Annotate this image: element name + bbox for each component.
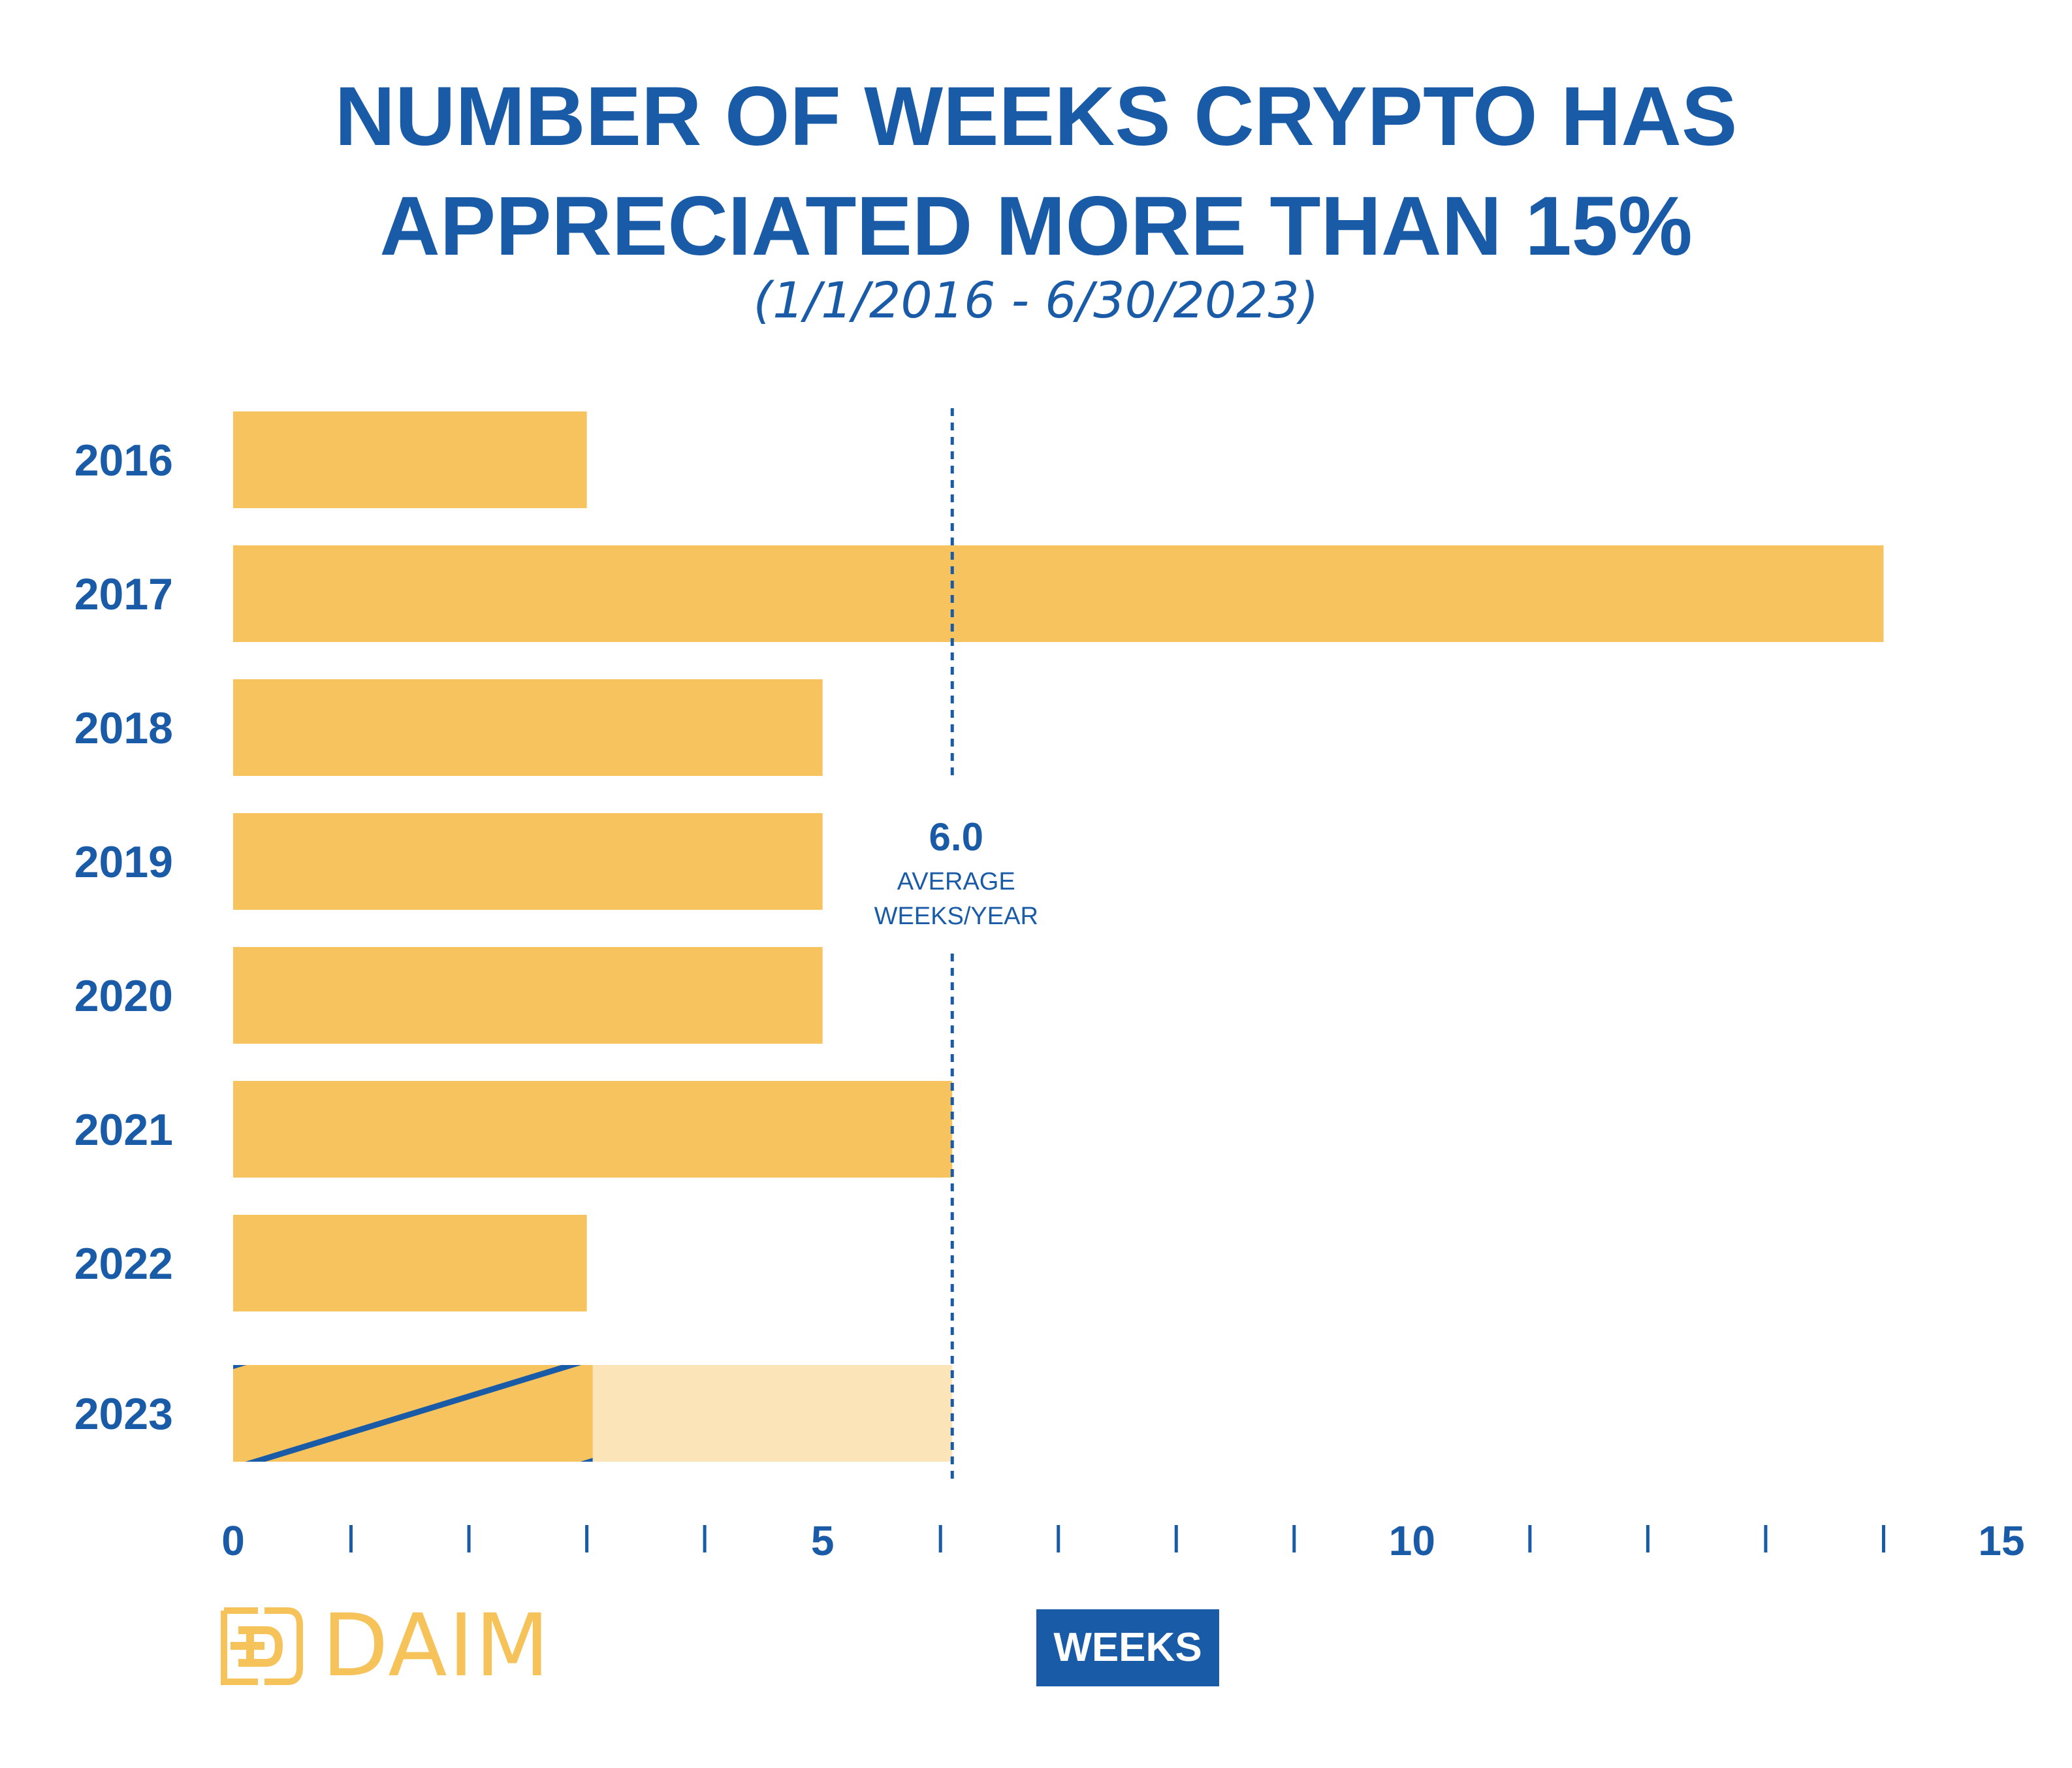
bar-2022 <box>233 1215 587 1311</box>
bar-2017 <box>233 545 1884 642</box>
x-tick-label-10: 10 <box>1389 1517 1435 1564</box>
bar-2019 <box>233 813 823 910</box>
x-axis-label: WEEKS <box>1036 1609 1219 1686</box>
average-label-line1: AVERAGE <box>897 868 1015 895</box>
category-label-2018: 2018 <box>74 703 173 753</box>
category-label-2019: 2019 <box>74 837 173 887</box>
chart-title-line1: NUMBER OF WEEKS CRYPTO HAS <box>334 70 1738 163</box>
chart-title-line2: APPRECIATED MORE THAN 15% <box>379 180 1693 273</box>
bar-2023 <box>233 1365 593 1462</box>
bar-2020 <box>233 947 823 1044</box>
x-tick-label-15: 15 <box>1978 1517 2024 1564</box>
average-value-label: 6.0 <box>929 815 983 859</box>
category-label-2021: 2021 <box>74 1105 173 1155</box>
chart-title: NUMBER OF WEEKS CRYPTO HAS APPRECIATED M… <box>0 62 2072 281</box>
average-label-line2: WEEKS/YEAR <box>874 903 1038 930</box>
bar-2016 <box>233 411 587 508</box>
x-tick-label-0: 0 <box>221 1517 245 1564</box>
category-label-2022: 2022 <box>74 1239 173 1289</box>
category-label-2016: 2016 <box>74 436 173 485</box>
bar-2018 <box>233 679 823 776</box>
category-label-2023: 2023 <box>74 1389 173 1439</box>
category-label-2020: 2020 <box>74 971 173 1021</box>
bar-2021 <box>233 1081 953 1178</box>
daim-logo-text: DAIM <box>322 1596 551 1696</box>
x-tick-label-5: 5 <box>811 1517 835 1564</box>
daim-logo-icon <box>221 1607 303 1685</box>
chart-subtitle: (1/1/2016 - 6/30/2023) <box>753 271 1319 329</box>
daim-logo: DAIM <box>219 1596 584 1696</box>
category-label-2017: 2017 <box>74 570 173 619</box>
